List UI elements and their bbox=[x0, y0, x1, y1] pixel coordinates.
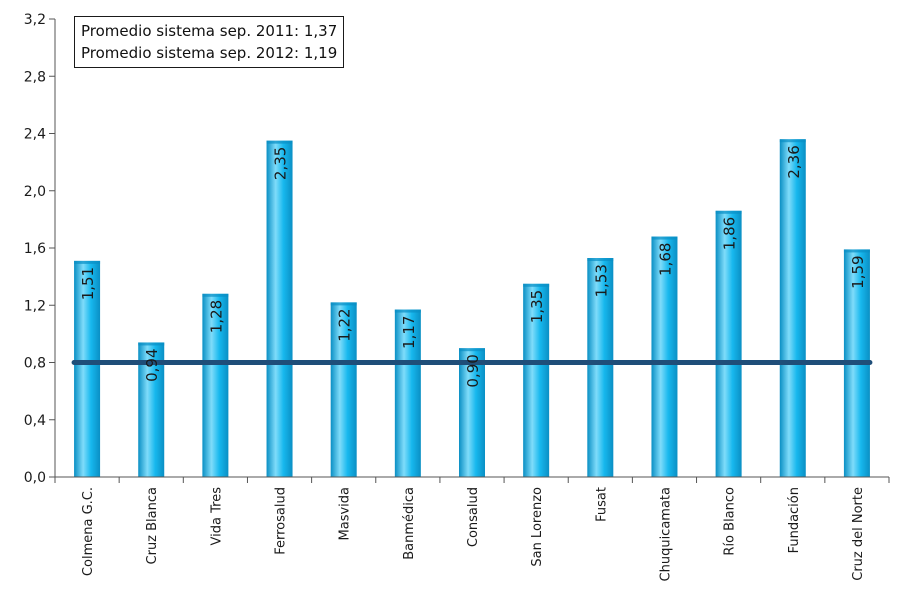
bar-top-edge bbox=[779, 139, 806, 143]
data-label: 1,53 bbox=[592, 264, 610, 297]
y-tick-label: 0,4 bbox=[24, 413, 46, 429]
data-label: 1,17 bbox=[400, 316, 418, 349]
bar-top-edge bbox=[74, 260, 101, 264]
data-label: 1,35 bbox=[528, 290, 546, 323]
y-tick-label: 0,0 bbox=[24, 470, 46, 486]
average-annotation-box: Promedio sistema sep. 2011: 1,37 Promedi… bbox=[74, 16, 345, 68]
data-label: 1,51 bbox=[79, 267, 97, 300]
bar-top-edge bbox=[330, 302, 357, 306]
x-tick-label: Fusat bbox=[594, 487, 609, 522]
bar-top-edge bbox=[138, 342, 165, 346]
x-tick-label: Río Blanco bbox=[723, 487, 738, 556]
bar-top-edge bbox=[651, 236, 678, 240]
y-axis: 0,0 0,4 0,8 1,2 1,6 2,0 2,4 2,8 3,2 bbox=[24, 12, 56, 486]
data-label: 1,68 bbox=[656, 243, 674, 276]
x-tick-label: Chuquicamata bbox=[658, 487, 673, 581]
data-labels: 1,51 0,94 1,28 2,35 1,22 1,17 0,90 1,35 1,53 1,68… bbox=[79, 145, 867, 387]
bars bbox=[74, 139, 870, 477]
x-tick-label: Masvida bbox=[338, 487, 353, 540]
bar bbox=[459, 348, 485, 477]
bar-top-edge bbox=[266, 140, 293, 144]
x-tick-label: Banmédica bbox=[402, 487, 417, 560]
bar bbox=[266, 140, 293, 477]
average-2011-text: Promedio sistema sep. 2011: 1,37 bbox=[81, 22, 338, 40]
x-axis: Colmena G.C. Cruz Blanca Vida Tres Ferrosal… bbox=[54, 476, 890, 581]
bar bbox=[202, 293, 229, 477]
x-tick-label: Vida Tres bbox=[209, 487, 224, 546]
bar bbox=[651, 236, 678, 477]
bar-top-edge bbox=[202, 293, 229, 297]
bar bbox=[394, 309, 421, 477]
x-tick-label: Ferrosalud bbox=[274, 487, 289, 555]
bar bbox=[523, 283, 550, 477]
bar-top-edge bbox=[715, 210, 742, 214]
bar-top-edge bbox=[587, 258, 614, 262]
data-label: 1,28 bbox=[207, 300, 225, 333]
data-label: 0,94 bbox=[143, 348, 161, 381]
x-tick-label: Cruz del Norte bbox=[851, 487, 866, 581]
data-label: 1,86 bbox=[721, 217, 739, 250]
bar-top-edge bbox=[843, 249, 870, 253]
bar bbox=[779, 139, 806, 477]
bar bbox=[587, 258, 614, 477]
bar bbox=[74, 260, 101, 477]
y-tick-label: 0,8 bbox=[24, 356, 46, 372]
data-label: 0,90 bbox=[464, 354, 482, 387]
y-tick-label: 1,2 bbox=[24, 298, 46, 314]
x-tick-label: Fundación bbox=[787, 487, 802, 553]
y-tick-label: 1,6 bbox=[24, 241, 46, 257]
x-tick-label: San Lorenzo bbox=[530, 487, 545, 567]
y-tick-label: 2,0 bbox=[24, 184, 46, 200]
data-label: 2,35 bbox=[272, 147, 290, 180]
y-tick-label: 3,2 bbox=[24, 12, 46, 28]
bar bbox=[330, 302, 357, 477]
x-tick-label: Consalud bbox=[466, 487, 481, 547]
bar-top-edge bbox=[523, 283, 550, 287]
data-label: 2,36 bbox=[785, 145, 803, 178]
average-2012-text: Promedio sistema sep. 2012: 1,19 bbox=[81, 44, 338, 62]
y-tick-label: 2,8 bbox=[24, 69, 46, 85]
bar bbox=[715, 210, 742, 477]
data-label: 1,59 bbox=[849, 255, 867, 288]
bar-top-edge bbox=[459, 348, 485, 352]
bar-top-edge bbox=[394, 309, 421, 313]
x-tick-label: Colmena G.C. bbox=[81, 487, 96, 576]
y-tick-label: 2,4 bbox=[24, 127, 46, 143]
x-tick-label: Cruz Blanca bbox=[145, 487, 160, 564]
data-label: 1,22 bbox=[336, 308, 354, 341]
